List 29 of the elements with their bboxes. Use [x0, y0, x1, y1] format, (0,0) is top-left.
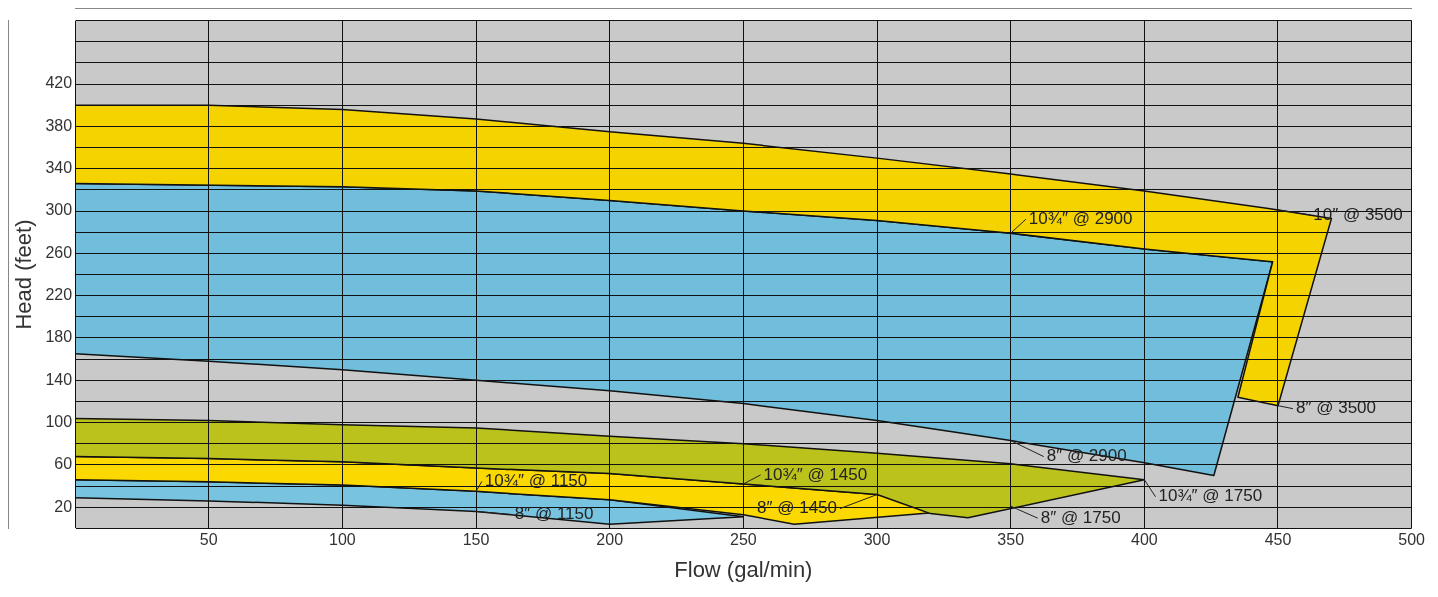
y-tick-label: 260 — [45, 243, 73, 261]
x-axis-title: Flow (gal/min) — [674, 556, 813, 582]
x-tick-label: 200 — [596, 531, 624, 549]
x-tick-label: 400 — [1130, 531, 1158, 549]
y-tick-label: 220 — [45, 286, 73, 304]
y-tick-label: 140 — [45, 370, 73, 388]
annotation: 10¾″ @ 1450 — [763, 464, 868, 484]
y-tick-label: 300 — [45, 201, 73, 219]
y-tick-label: 180 — [45, 328, 73, 346]
x-tick-label: 150 — [462, 531, 490, 549]
annotation: 10¾″ @ 2900 — [1028, 208, 1133, 228]
x-tick-label: 500 — [1398, 531, 1426, 549]
x-tick-label: 50 — [199, 531, 218, 549]
y-tick-label: 420 — [45, 74, 73, 92]
y-tick-label: 380 — [45, 116, 73, 134]
x-tick-label: 250 — [730, 531, 757, 549]
annotation: 8″ @ 3500 — [1296, 398, 1376, 418]
x-tick-label: 350 — [997, 531, 1025, 549]
y-tick-label: 20 — [54, 497, 73, 515]
y-tick-label: 100 — [45, 413, 73, 431]
y-tick-label: 340 — [45, 159, 73, 177]
x-tick-label: 300 — [863, 531, 891, 549]
x-tick-label: 450 — [1264, 531, 1292, 549]
annotation: 8″ @ 1750 — [1040, 507, 1121, 527]
y-axis-title: Head (feet) — [11, 219, 37, 330]
annotation: 10¾″ @ 1750 — [1158, 486, 1263, 506]
y-tick-label: 60 — [54, 455, 73, 473]
x-tick-label: 100 — [329, 531, 356, 549]
annotation: 10¾″ @ 1150 — [484, 471, 588, 491]
